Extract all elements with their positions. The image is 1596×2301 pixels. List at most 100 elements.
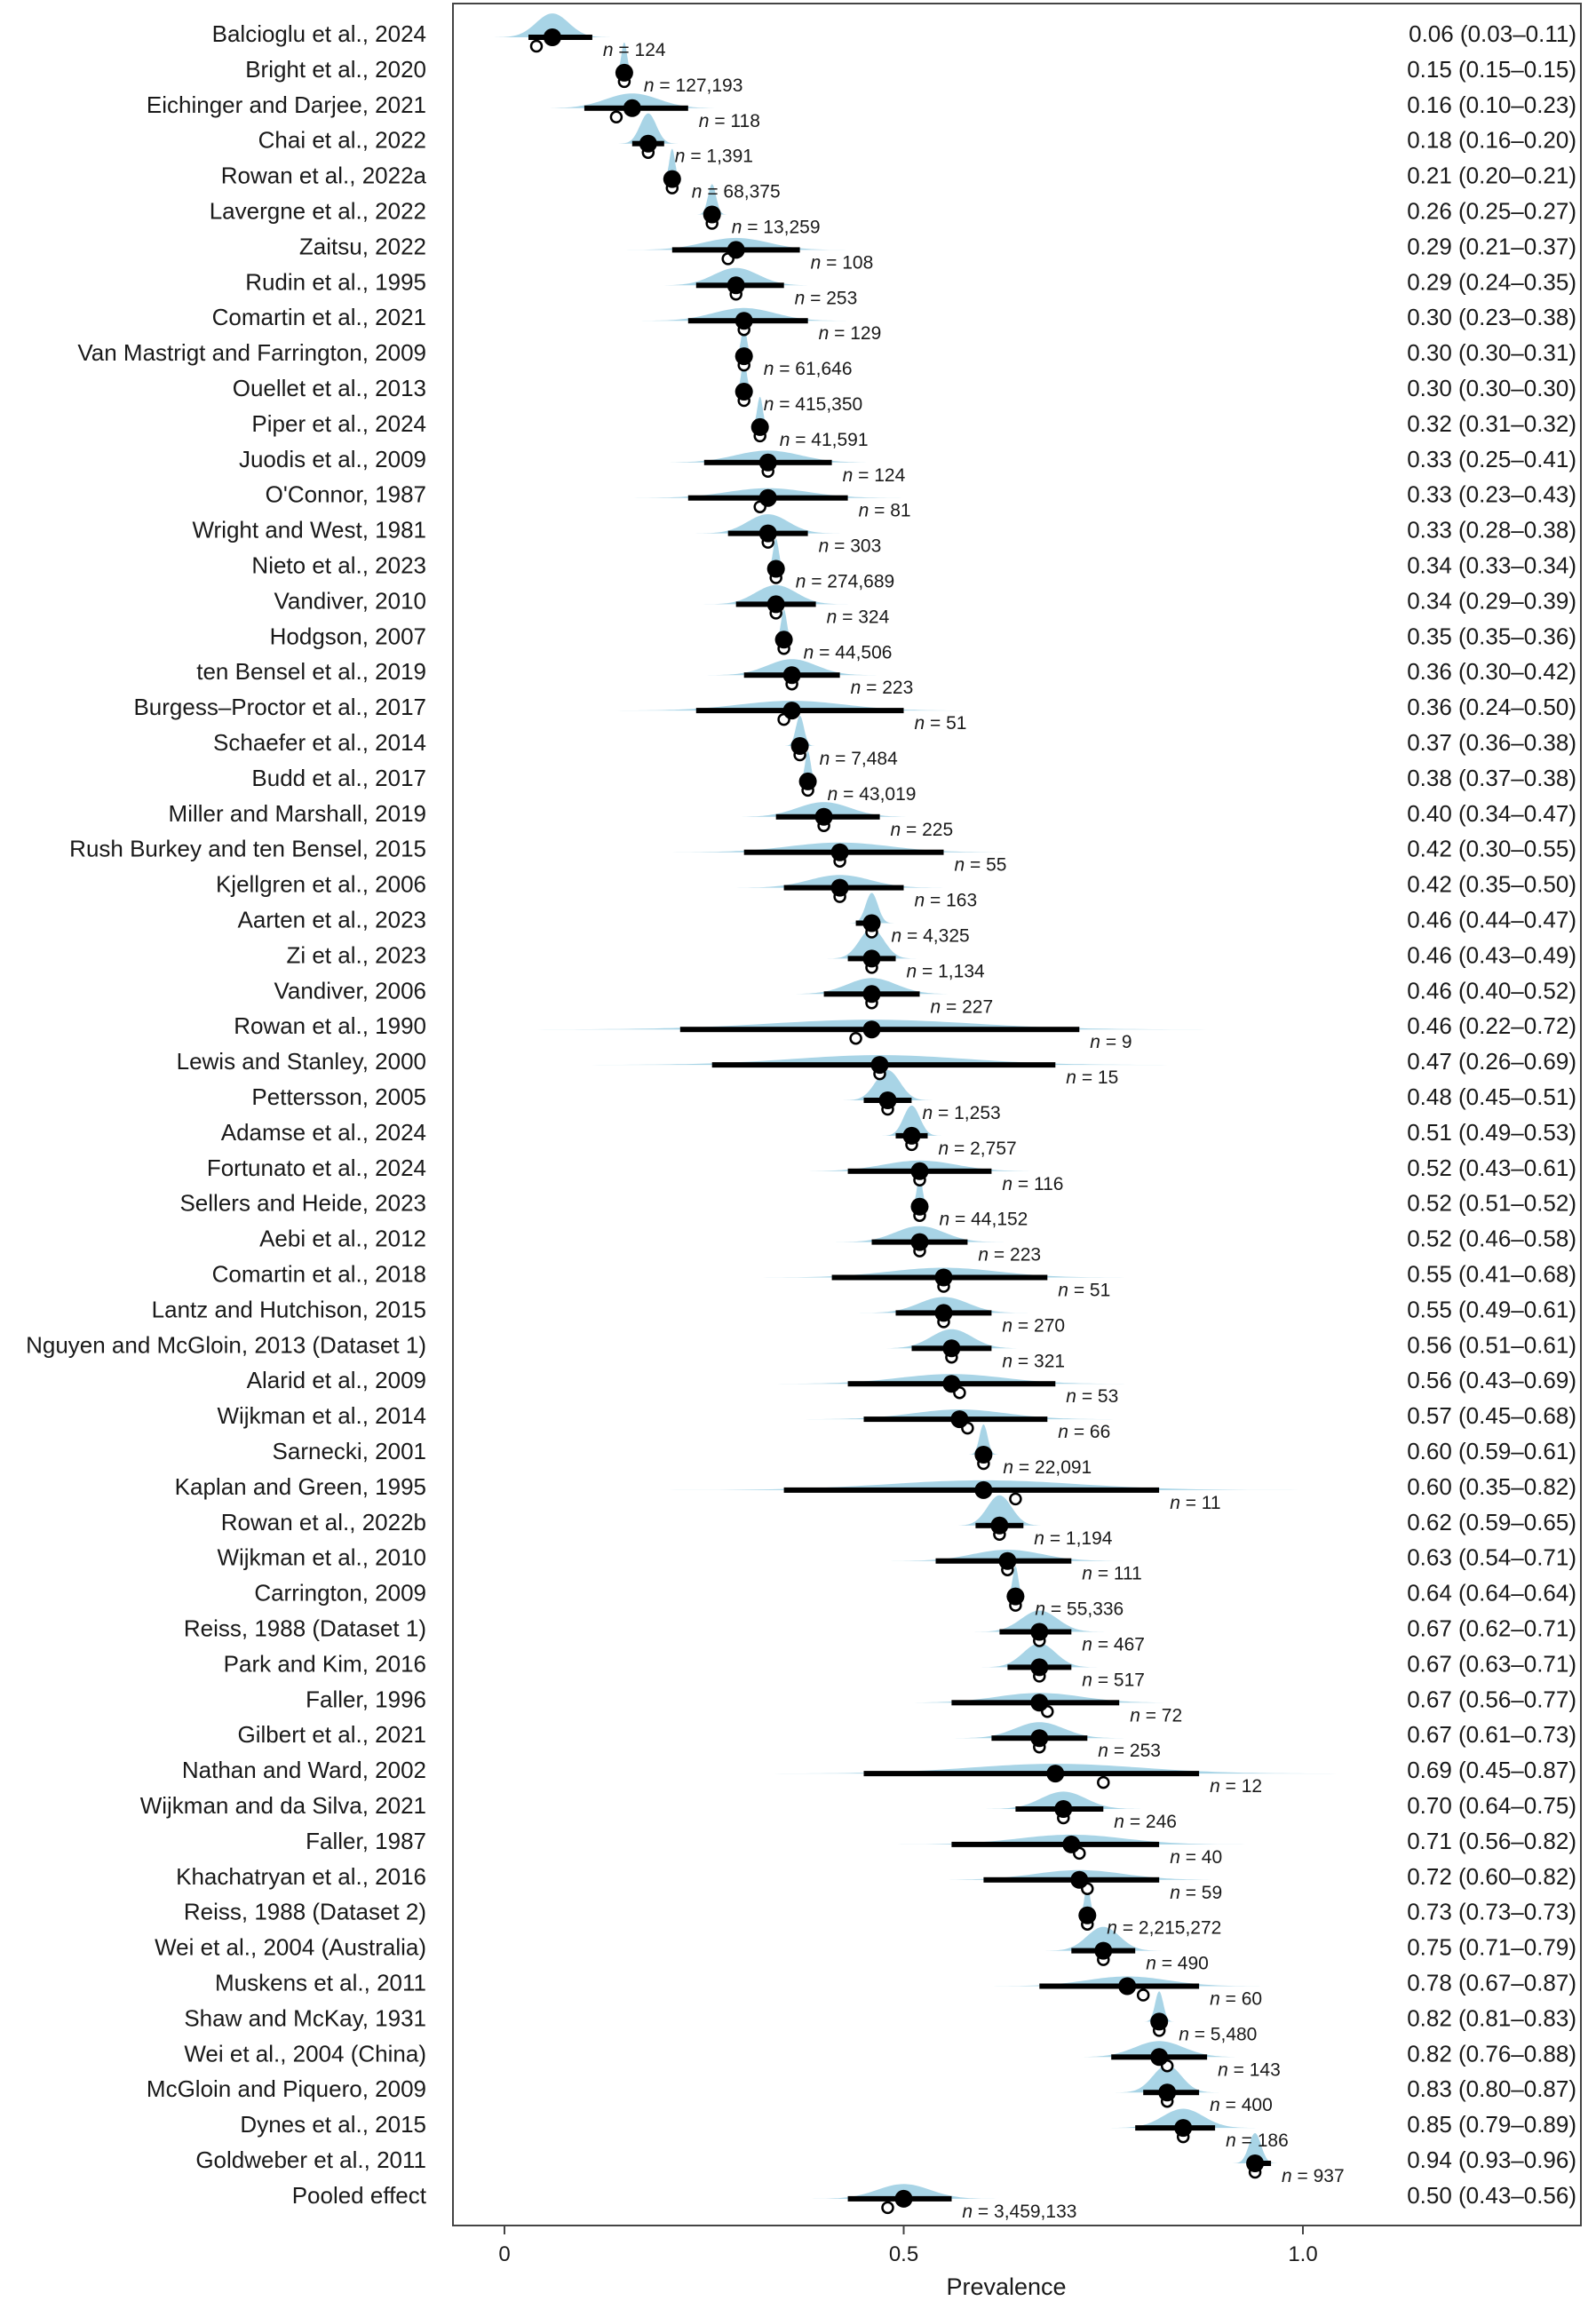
x-tick-label: 0.5	[889, 2242, 918, 2266]
n-label: n = 116	[1002, 1174, 1063, 1194]
ci-label: 0.83 (0.80–0.87)	[1407, 2075, 1576, 2102]
estimate-point	[1246, 2154, 1265, 2172]
n-label: n = 7,484	[820, 749, 898, 769]
study-label: Nathan and Ward, 2002	[182, 1757, 426, 1783]
study-label: Bright et al., 2020	[245, 56, 426, 83]
study-label: Vandiver, 2010	[274, 587, 426, 614]
estimate-point	[750, 417, 769, 436]
estimate-point	[862, 1020, 881, 1039]
estimate-point	[1174, 2119, 1193, 2138]
n-label: n = 2,215,272	[1107, 1918, 1221, 1939]
estimate-point	[942, 1375, 961, 1393]
ci-label: 0.55 (0.49–0.61)	[1407, 1296, 1576, 1322]
study-label: Kaplan and Green, 1995	[175, 1473, 426, 1500]
study-label: Rudin et al., 1995	[245, 268, 426, 295]
study-label: Wijkman et al., 2010	[217, 1544, 426, 1571]
ci-label: 0.69 (0.45–0.87)	[1407, 1757, 1576, 1783]
density-shape	[1037, 1926, 1169, 1951]
estimate-point	[663, 170, 681, 188]
estimate-point	[934, 1304, 953, 1322]
estimate-point	[830, 843, 849, 861]
n-label: n = 124	[843, 465, 906, 486]
estimate-point	[758, 453, 777, 472]
ci-label: 0.52 (0.43–0.61)	[1407, 1154, 1576, 1181]
estimate-point	[934, 1268, 953, 1287]
ci-label: 0.36 (0.30–0.42)	[1407, 658, 1576, 685]
ci-label: 0.33 (0.28–0.38)	[1407, 517, 1576, 544]
estimate-point	[862, 949, 881, 968]
n-label: n = 253	[1098, 1741, 1161, 1761]
density-shape	[749, 396, 772, 427]
ci-label: 0.42 (0.35–0.50)	[1407, 871, 1576, 898]
ci-label: 0.18 (0.16–0.20)	[1407, 127, 1576, 154]
n-label: n = 22,091	[1003, 1457, 1092, 1478]
ci-label: 0.46 (0.40–0.52)	[1407, 977, 1576, 1004]
ci-bar	[783, 1487, 1160, 1493]
density-shape	[1110, 2065, 1225, 2093]
estimate-point	[798, 772, 817, 790]
study-label: Aarten et al., 2023	[238, 907, 426, 933]
estimate-point	[1150, 2048, 1169, 2067]
ci-label: 0.36 (0.24–0.50)	[1407, 694, 1576, 720]
n-label: n = 163	[915, 891, 978, 911]
observed-point	[1009, 1492, 1022, 1506]
n-label: n = 143	[1218, 2059, 1281, 2080]
estimate-point	[623, 99, 641, 117]
n-label: n = 68,375	[692, 182, 781, 202]
ci-label: 0.82 (0.81–0.83)	[1407, 2004, 1576, 2031]
density-shape	[773, 609, 796, 640]
estimate-point	[782, 702, 801, 720]
estimate-point	[734, 383, 753, 401]
density-shape	[838, 1070, 937, 1100]
study-label: ten Bensel et al., 2019	[196, 658, 426, 685]
ci-label: 0.67 (0.62–0.71)	[1407, 1615, 1576, 1642]
n-label: n = 51	[1058, 1281, 1110, 1301]
n-label: n = 44,506	[804, 642, 893, 663]
n-label: n = 400	[1210, 2095, 1273, 2115]
study-label: Lavergne et al., 2022	[210, 198, 426, 225]
observed-point	[1136, 1988, 1150, 2002]
ci-label: 0.60 (0.35–0.82)	[1407, 1473, 1576, 1500]
n-label: n = 1,253	[923, 1103, 1001, 1123]
study-label: Budd et al., 2017	[251, 765, 426, 791]
n-label: n = 5,480	[1179, 2024, 1257, 2044]
study-label: Zi et al., 2023	[286, 941, 426, 968]
ci-label: 0.38 (0.37–0.38)	[1407, 765, 1576, 791]
n-label: n = 55	[955, 855, 1007, 876]
study-label: Nguyen and McGloin, 2013 (Dataset 1)	[26, 1331, 426, 1358]
study-label: Alarid et al., 2009	[247, 1367, 426, 1393]
ci-label: 0.67 (0.63–0.71)	[1407, 1650, 1576, 1677]
n-label: n = 517	[1082, 1670, 1145, 1690]
study-label: Kjellgren et al., 2006	[216, 871, 426, 898]
n-label: n = 270	[1002, 1315, 1065, 1336]
x-axis: 0 0.5 1.0	[498, 2226, 1318, 2266]
study-label: Adamse et al., 2024	[221, 1119, 426, 1146]
study-label: Sarnecki, 2001	[273, 1438, 426, 1464]
estimate-point	[782, 666, 801, 685]
x-tick-label: 1.0	[1288, 2242, 1317, 2266]
density-shape	[878, 1105, 945, 1136]
ci-label: 0.71 (0.56–0.82)	[1407, 1828, 1576, 1854]
estimate-point	[1062, 1835, 1081, 1853]
ci-label: 0.46 (0.22–0.72)	[1407, 1012, 1576, 1039]
density-shape	[847, 893, 897, 924]
estimate-point	[910, 1162, 929, 1180]
ci-label: 0.16 (0.10–0.23)	[1407, 91, 1576, 118]
estimate-point	[758, 524, 777, 543]
study-label: Van Mastrigt and Farrington, 2009	[77, 339, 426, 366]
study-label: Comartin et al., 2021	[212, 304, 426, 330]
ci-label: 0.52 (0.46–0.58)	[1407, 1226, 1576, 1252]
density-shape	[783, 716, 816, 746]
interval-layer	[528, 35, 1272, 2202]
study-label: Sellers and Heide, 2023	[179, 1190, 426, 1217]
ci-label: 0.78 (0.67–0.87)	[1407, 1970, 1576, 1996]
ci-label: 0.85 (0.79–0.89)	[1407, 2111, 1576, 2138]
estimate-point	[942, 1339, 961, 1358]
n-label: n = 223	[851, 678, 914, 698]
ci-label: 0.29 (0.21–0.37)	[1407, 233, 1576, 259]
ci-label: 0.67 (0.61–0.73)	[1407, 1721, 1576, 1748]
study-label: Reiss, 1988 (Dataset 1)	[184, 1615, 426, 1642]
ci-label: 0.56 (0.43–0.69)	[1407, 1367, 1576, 1393]
ci-label: 0.30 (0.23–0.38)	[1407, 304, 1576, 330]
density-shape	[1230, 2133, 1280, 2163]
